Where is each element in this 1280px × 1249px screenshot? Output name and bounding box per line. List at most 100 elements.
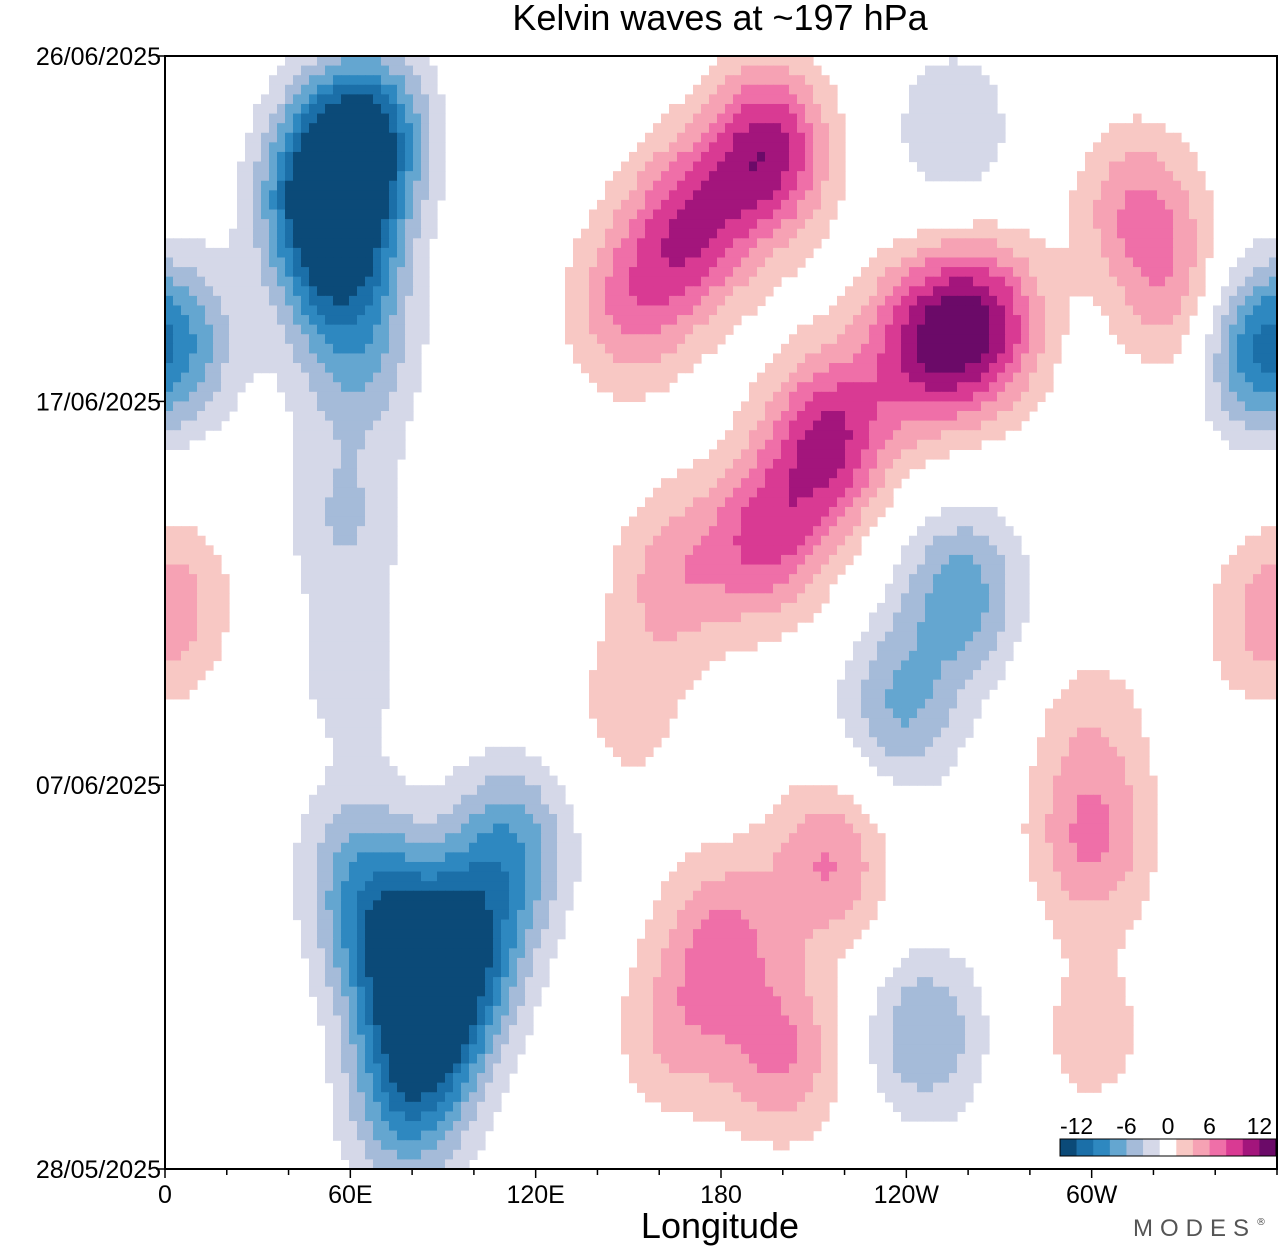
- contour-cell: [381, 593, 390, 604]
- contour-cell: [725, 65, 734, 76]
- contour-cell: [237, 247, 246, 259]
- contour-cell: [285, 238, 294, 249]
- contour-cell: [685, 295, 694, 307]
- contour-cell: [365, 641, 374, 652]
- contour-cell: [349, 468, 358, 479]
- contour-cell: [965, 353, 974, 364]
- contour-cell: [901, 123, 910, 134]
- contour-cell: [1045, 276, 1054, 287]
- contour-cell: [901, 602, 910, 614]
- contour-cell: [205, 391, 214, 403]
- contour-cell: [1013, 372, 1022, 383]
- contour-cell: [1269, 286, 1278, 297]
- contour-cell: [1021, 247, 1030, 259]
- contour-cell: [901, 324, 910, 335]
- contour-cell: [301, 65, 310, 76]
- contour-cell: [925, 574, 934, 585]
- contour-cell: [829, 334, 838, 345]
- contour-cell: [925, 564, 934, 575]
- contour-cell: [845, 315, 854, 326]
- contour-cell: [837, 516, 846, 527]
- contour-cell: [621, 190, 630, 201]
- contour-cell: [165, 679, 174, 690]
- contour-cell: [685, 670, 694, 681]
- contour-cell: [173, 602, 182, 614]
- contour-cell: [869, 363, 878, 374]
- contour-cell: [173, 267, 182, 278]
- contour-cell: [277, 190, 286, 201]
- contour-cell: [429, 171, 438, 182]
- contour-cell: [333, 593, 342, 604]
- contour-cell: [821, 554, 830, 566]
- contour-cell: [173, 593, 182, 604]
- contour-cell: [709, 554, 718, 566]
- contour-cell: [261, 132, 270, 143]
- contour-cell: [341, 142, 350, 153]
- contour-cell: [725, 497, 734, 508]
- contour-cell: [285, 190, 294, 201]
- contour-cell: [373, 641, 382, 652]
- contour-cell: [1061, 247, 1070, 259]
- contour-cell: [805, 401, 814, 412]
- contour-cell: [1173, 267, 1182, 278]
- contour-cell: [389, 458, 398, 470]
- contour-cell: [661, 190, 670, 201]
- contour-cell: [389, 334, 398, 345]
- contour-cell: [909, 718, 918, 729]
- contour-cell: [189, 247, 198, 259]
- contour-cell: [837, 324, 846, 335]
- contour-cell: [373, 363, 382, 374]
- contour-cell: [973, 708, 982, 719]
- contour-cell: [189, 411, 198, 422]
- contour-cell: [1085, 679, 1094, 690]
- contour-cell: [349, 267, 358, 278]
- contour-cell: [677, 631, 686, 642]
- contour-cell: [973, 132, 982, 143]
- contour-cell: [317, 190, 326, 201]
- contour-cell: [309, 574, 318, 585]
- contour-cell: [1173, 219, 1182, 230]
- contour-cell: [1005, 363, 1014, 374]
- contour-cell: [917, 430, 926, 441]
- contour-cell: [805, 420, 814, 431]
- contour-cell: [397, 228, 406, 239]
- contour-cell: [589, 679, 598, 690]
- contour-cell: [709, 602, 718, 614]
- contour-cell: [949, 439, 958, 450]
- contour-cell: [669, 142, 678, 153]
- contour-cell: [1101, 247, 1110, 259]
- contour-cell: [437, 142, 446, 153]
- contour-cell: [197, 295, 206, 307]
- contour-cell: [949, 75, 958, 86]
- contour-cell: [597, 727, 606, 738]
- contour-cell: [669, 305, 678, 316]
- contour-cell: [277, 257, 286, 268]
- contour-cell: [301, 439, 310, 450]
- contour-cell: [1269, 267, 1278, 278]
- contour-cell: [357, 602, 366, 614]
- contour-cell: [1021, 372, 1030, 383]
- contour-cell: [205, 564, 214, 575]
- contour-cell: [861, 382, 870, 393]
- contour-cell: [965, 75, 974, 86]
- contour-cell: [869, 305, 878, 316]
- contour-cell: [685, 132, 694, 143]
- contour-cell: [709, 171, 718, 182]
- contour-cell: [301, 56, 310, 67]
- contour-cell: [733, 199, 742, 211]
- contour-cell: [677, 247, 686, 259]
- contour-cell: [189, 670, 198, 681]
- contour-cell: [613, 190, 622, 201]
- contour-cell: [381, 468, 390, 479]
- contour-cell: [1021, 343, 1030, 355]
- contour-cell: [885, 458, 894, 470]
- contour-cell: [1157, 209, 1166, 220]
- contour-cell: [1261, 631, 1270, 642]
- contour-cell: [637, 622, 646, 633]
- contour-cell: [1253, 324, 1262, 335]
- contour-cell: [325, 487, 334, 498]
- contour-cell: [781, 56, 790, 67]
- contour-cell: [645, 372, 654, 383]
- contour-cell: [653, 324, 662, 335]
- contour-cell: [277, 113, 286, 124]
